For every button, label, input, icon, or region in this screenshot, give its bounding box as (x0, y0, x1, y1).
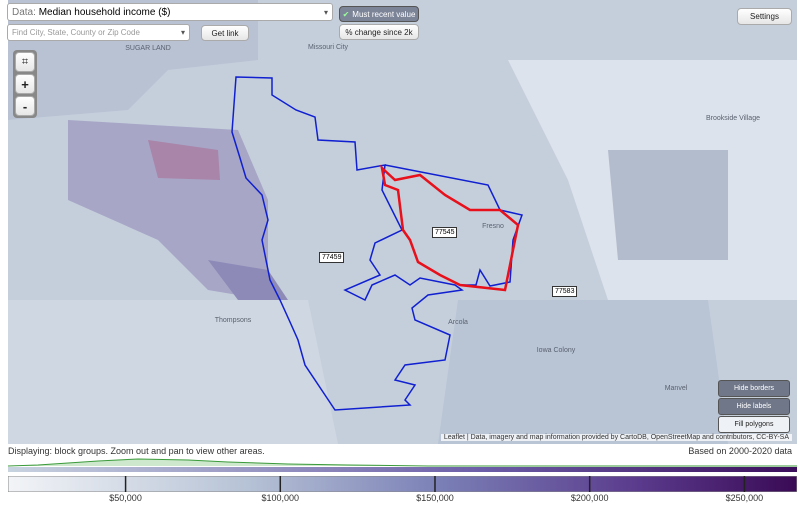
region (8, 300, 338, 444)
legend-scale (8, 476, 797, 492)
settings-button[interactable]: Settings (737, 8, 792, 25)
region (148, 140, 220, 180)
legend-tick-label: $150,000 (416, 493, 454, 503)
histogram-bar (8, 467, 797, 472)
zoom-out-button[interactable]: - (15, 96, 35, 116)
dropdown-arrow: ▾ (180, 28, 185, 37)
legend-tick-label: $250,000 (725, 493, 764, 503)
place-label: Brookside Village (706, 115, 760, 122)
place-label: Missouri City (308, 44, 349, 51)
histogram (8, 458, 797, 472)
zip-border-selected (380, 164, 520, 292)
zip-label: 77583 (552, 286, 578, 297)
data-select[interactable]: Data: Median household income ($) ▾ (7, 3, 333, 21)
change-button[interactable]: % change since 2k (339, 24, 419, 40)
legend-bar (8, 476, 797, 492)
zip-label: 77459 (319, 252, 345, 263)
based-on-note: Based on 2000-2020 data (688, 446, 792, 456)
legend-tick-label: $200,000 (570, 493, 609, 503)
legend-tick-label: $100,000 (261, 493, 300, 503)
legend-tick-label: $50,000 (109, 493, 142, 503)
place-label: Arcola (448, 319, 468, 326)
search-placeholder: Find City, State, County or Zip Code (12, 28, 140, 37)
histogram-line (8, 458, 797, 467)
hide-borders-button[interactable]: Hide borders (718, 380, 790, 397)
search-input[interactable]: Find City, State, County or Zip Code ▾ (7, 24, 190, 41)
zoom-extent-button[interactable]: ⌗ (15, 52, 35, 72)
zoom-in-button[interactable]: + (15, 74, 35, 94)
zip-label: 77545 (432, 227, 458, 238)
place-label: Fresno (482, 223, 504, 230)
dropdown-arrow: ▾ (323, 7, 328, 17)
zip-border (231, 76, 464, 411)
map[interactable]: SUGAR LAND Missouri City Brookside Villa… (8, 0, 797, 444)
place-label: Manvel (665, 385, 688, 392)
most-recent-label: Must recent value (352, 9, 416, 19)
check-icon: ✔ (342, 9, 350, 19)
zoom-control: ⌗ + - (13, 50, 37, 118)
most-recent-button[interactable]: ✔ Must recent value (339, 6, 419, 22)
attribution: Leaflet | Data, imagery and map informat… (440, 434, 792, 441)
get-link-button[interactable]: Get link (201, 25, 249, 41)
fill-polygons-button[interactable]: Fill polygons (718, 416, 790, 433)
place-label: Iowa Colony (537, 347, 576, 354)
place-label: SUGAR LAND (125, 45, 171, 52)
place-label: Thompsons (215, 317, 252, 324)
displaying-note: Displaying: block groups. Zoom out and p… (8, 446, 265, 456)
region (438, 300, 728, 444)
data-label: Data: (12, 6, 36, 18)
region (608, 150, 728, 260)
data-value: Median household income ($) (38, 6, 171, 18)
hide-labels-button[interactable]: Hide labels (718, 398, 790, 415)
